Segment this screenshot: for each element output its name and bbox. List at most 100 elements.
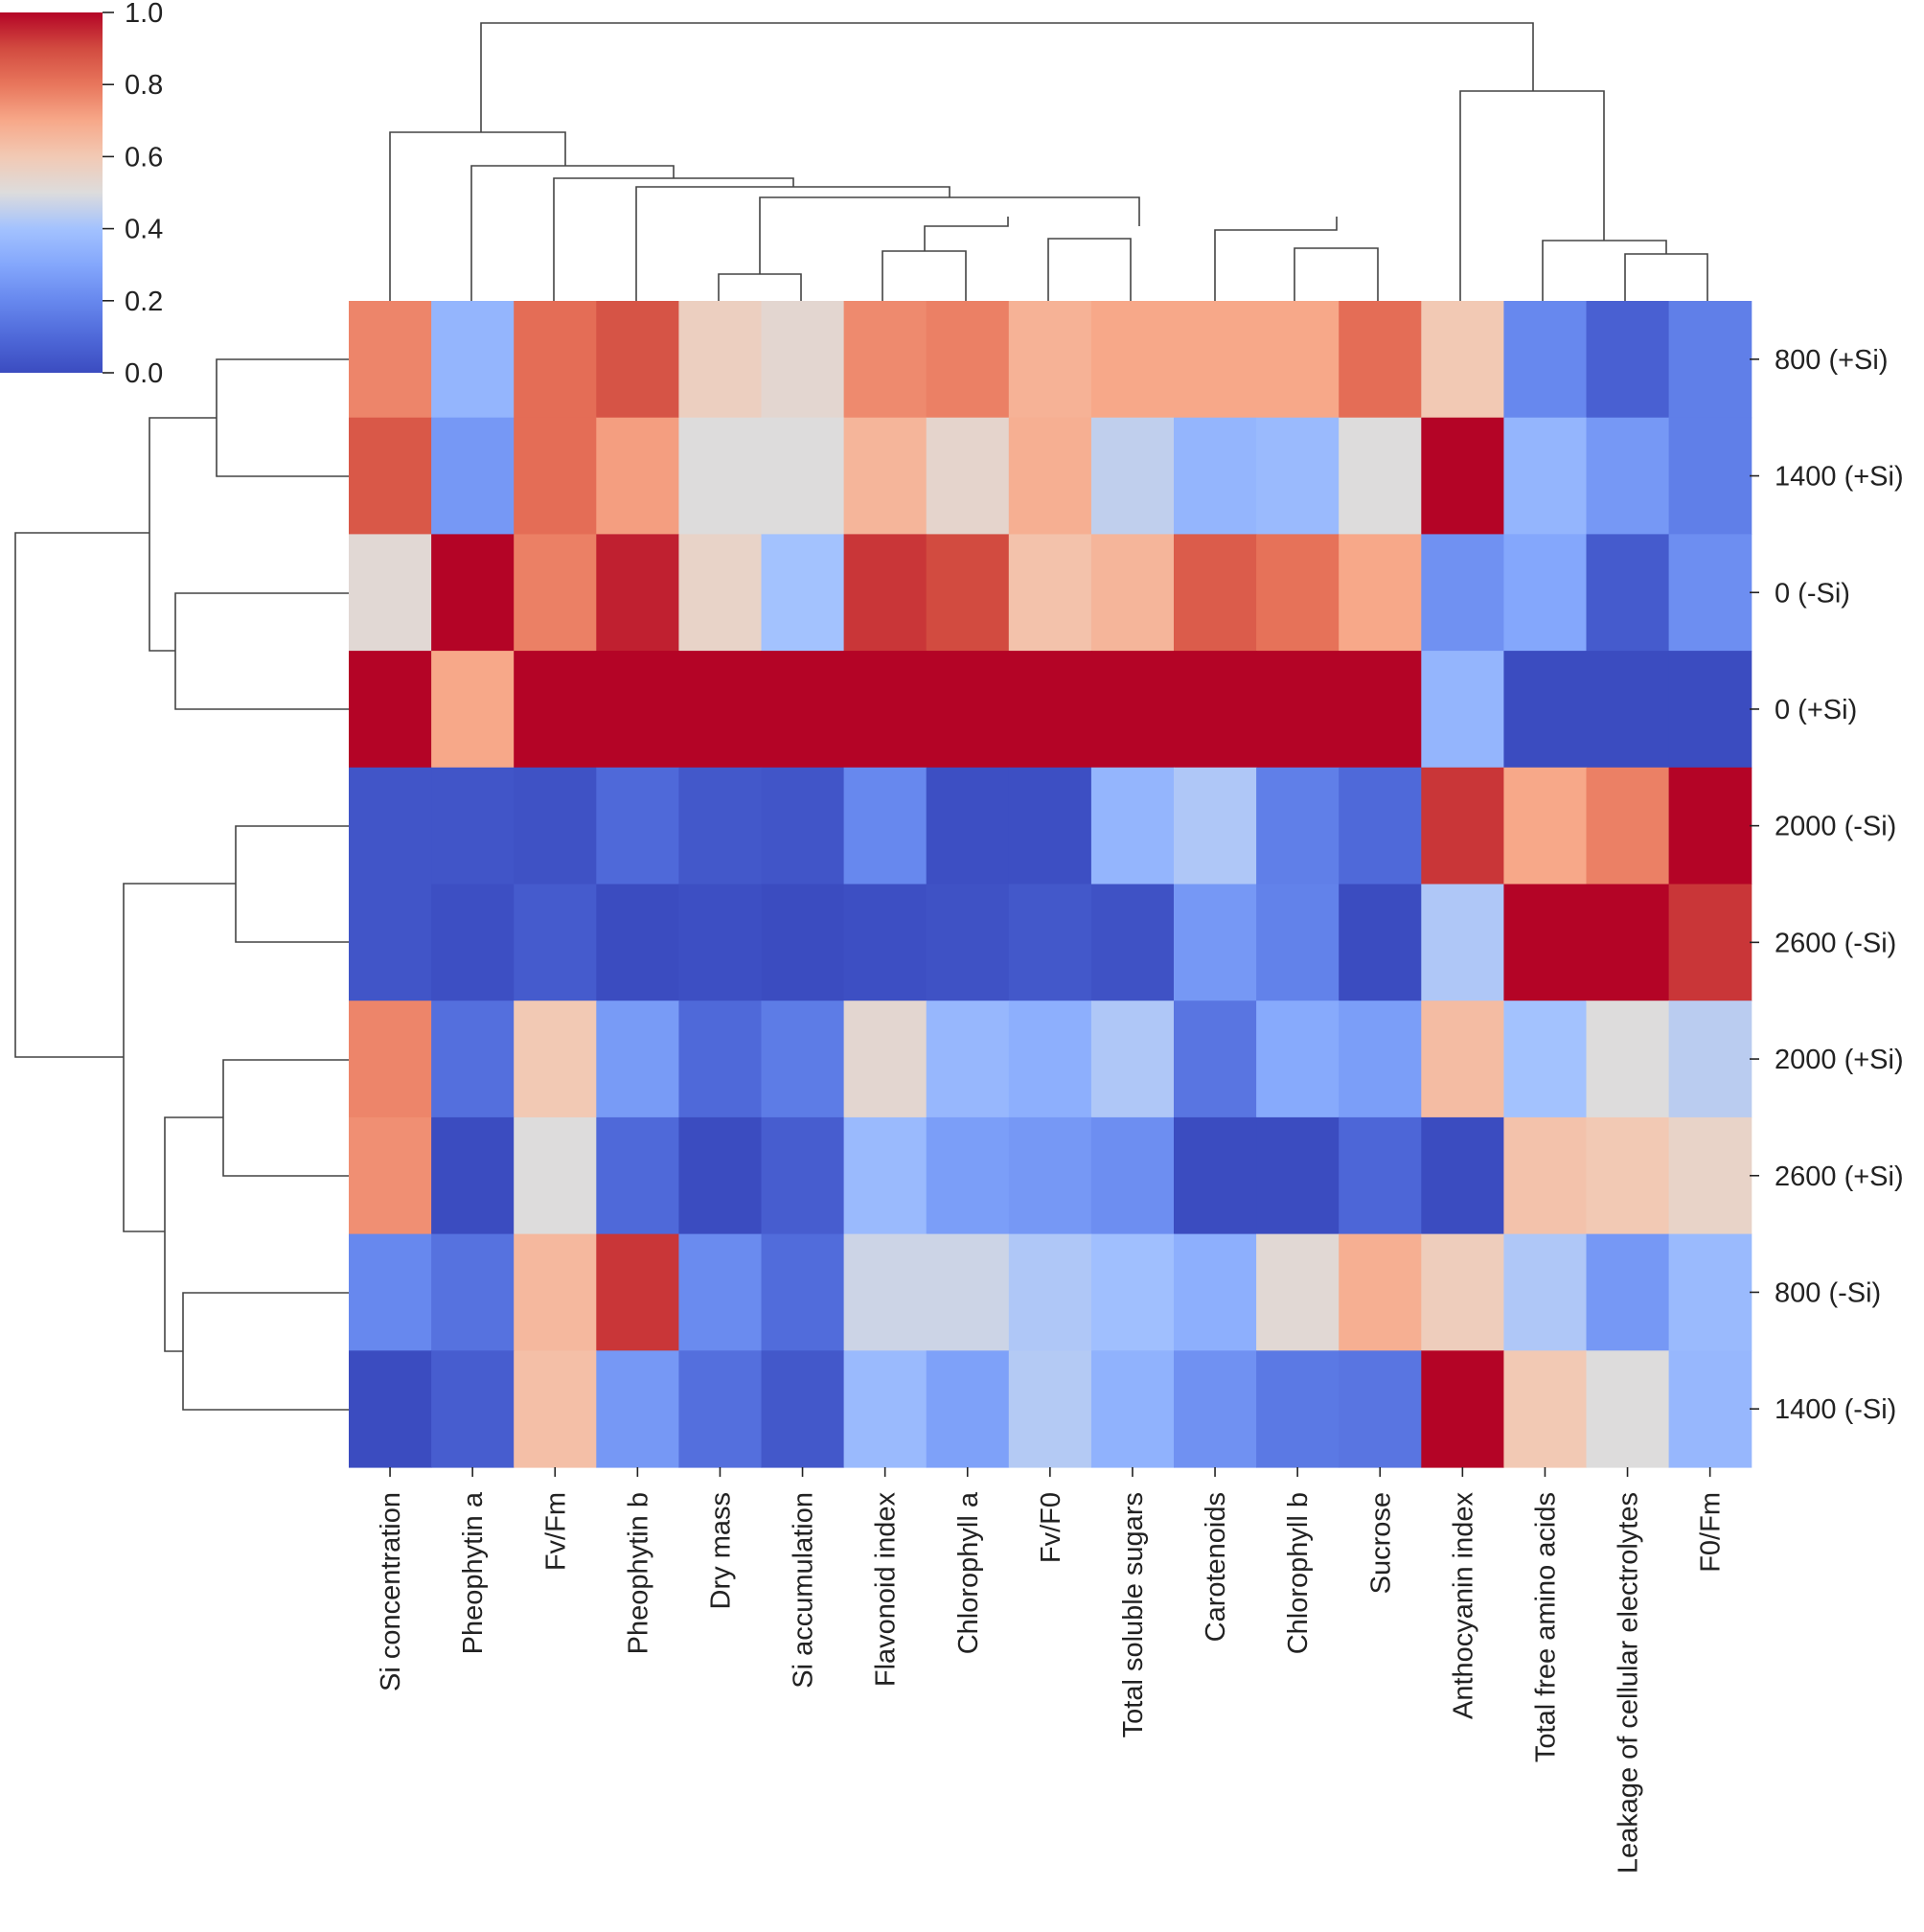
heatmap-cell [1339, 767, 1422, 886]
column-label: Fv/F0 [1036, 1492, 1066, 1563]
heatmap-cell [1008, 1233, 1092, 1351]
heatmap-cell [1174, 767, 1257, 886]
heatmap-cell [1503, 1350, 1588, 1468]
heatmap-cell [1586, 884, 1670, 1001]
heatmap-cell [1339, 884, 1422, 1001]
row-label: 0 (-Si) [1775, 578, 1850, 609]
heatmap-cell [1503, 1000, 1588, 1118]
heatmap-cell [678, 1233, 763, 1351]
heatmap-cell [1503, 651, 1588, 769]
col-dendro-f [718, 273, 802, 301]
heatmap-cell [761, 417, 845, 535]
column-label: Flavonoid index [871, 1492, 902, 1688]
row-label: 2600 (+Si) [1775, 1162, 1904, 1192]
heatmap-cell [1668, 301, 1752, 419]
heatmap-cell [678, 884, 763, 1001]
colorbar-gradient [0, 12, 103, 373]
heatmap-cell [1421, 767, 1504, 886]
heatmap-cell [514, 884, 597, 1001]
heatmap-cell [1339, 1350, 1422, 1468]
column-label: Pheophytin b [623, 1492, 653, 1654]
row-label: 800 (+Si) [1775, 345, 1888, 376]
row-label: 1400 (-Si) [1775, 1394, 1896, 1425]
row-label: 2600 (-Si) [1775, 928, 1896, 958]
col-dendro-c [553, 177, 794, 301]
heatmap-cell [1421, 884, 1504, 1001]
heatmap-cell [678, 1350, 763, 1468]
heatmap-cell [596, 767, 679, 886]
heatmap-cell [596, 534, 679, 652]
heatmap-cell [1586, 767, 1670, 886]
heatmap-cell [1421, 1000, 1504, 1118]
heatmap-cell [1668, 417, 1752, 535]
heatmap-cell [761, 1233, 845, 1351]
heatmap-cell [596, 1116, 679, 1235]
col-dendro-a [389, 131, 566, 301]
col-dendro-root [480, 22, 1534, 132]
heatmap-cell [349, 1233, 432, 1351]
heatmap-cell [1090, 417, 1175, 535]
heatmap-cell [678, 767, 763, 886]
heatmap-cell [514, 767, 597, 886]
heatmap-cell [1008, 884, 1092, 1001]
heatmap-cell [761, 534, 845, 652]
heatmap-cell [431, 534, 515, 652]
heatmap-cell [1256, 417, 1340, 535]
heatmap-cell [349, 767, 432, 886]
heatmap-cell [926, 301, 1010, 419]
heatmap-cell [1174, 417, 1257, 535]
heatmap-cell [349, 534, 432, 652]
col-dendro-d [635, 186, 951, 301]
heatmap-cell [1503, 417, 1588, 535]
heatmap-cell [596, 1350, 679, 1468]
row-dendro-g [182, 1292, 349, 1411]
heatmap-cell [1008, 767, 1092, 886]
heatmap-cell [761, 301, 845, 419]
colorbar: 0.0 0.2 0.4 0.6 0.8 1.0 [0, 0, 163, 389]
heatmap-cell [1339, 651, 1422, 769]
heatmap-cell [596, 1233, 679, 1351]
heatmap-cell [1586, 1000, 1670, 1118]
column-label: Fv/Fm [540, 1492, 571, 1571]
heatmap-cell [1008, 301, 1092, 419]
heatmap-cell [1339, 534, 1422, 652]
heatmap-cell [431, 651, 515, 769]
heatmap-cell [1421, 1116, 1504, 1235]
heatmap-cell [1174, 301, 1257, 419]
heatmap-cell [431, 417, 515, 535]
row-label: 1400 (+Si) [1775, 462, 1904, 493]
heatmap-cell [1256, 1116, 1340, 1235]
heatmap-cell [1421, 534, 1504, 652]
heatmap-cell [514, 651, 597, 769]
row-dendro-a [216, 358, 349, 477]
row-label: 0 (+Si) [1775, 695, 1857, 725]
heatmap-cell [1586, 301, 1670, 419]
heatmap-cell [1174, 534, 1257, 652]
heatmap-cell [596, 301, 679, 419]
colorbar-tick-label: 0.2 [125, 287, 163, 317]
column-label: Chlorophyll b [1283, 1492, 1314, 1654]
heatmap-cell [678, 1116, 763, 1235]
heatmap-cell [678, 651, 763, 769]
heatmap-cell [1668, 651, 1752, 769]
heatmap-cell [1174, 1000, 1257, 1118]
col-dendro-e [759, 196, 1140, 274]
heatmap-cell [1256, 1233, 1340, 1351]
row-dendro-root [14, 532, 149, 1058]
heatmap-cell [843, 1000, 928, 1118]
heatmap-cell [1008, 534, 1092, 652]
heatmap-cell [1090, 301, 1175, 419]
heatmap-cell [1586, 1116, 1670, 1235]
heatmap-cell [431, 884, 515, 1001]
heatmap-cell [431, 1233, 515, 1351]
col-dendro-b [470, 165, 675, 301]
column-label: Carotenoids [1201, 1492, 1231, 1642]
column-label: Pheophytin a [458, 1491, 489, 1654]
heatmap-cells [349, 301, 1752, 1468]
heatmap-cell [1339, 417, 1422, 535]
heatmap-cell [1586, 1233, 1670, 1351]
heatmap-cell [1668, 884, 1752, 1001]
heatmap-cell [1008, 1000, 1092, 1118]
heatmap-cell [596, 1000, 679, 1118]
